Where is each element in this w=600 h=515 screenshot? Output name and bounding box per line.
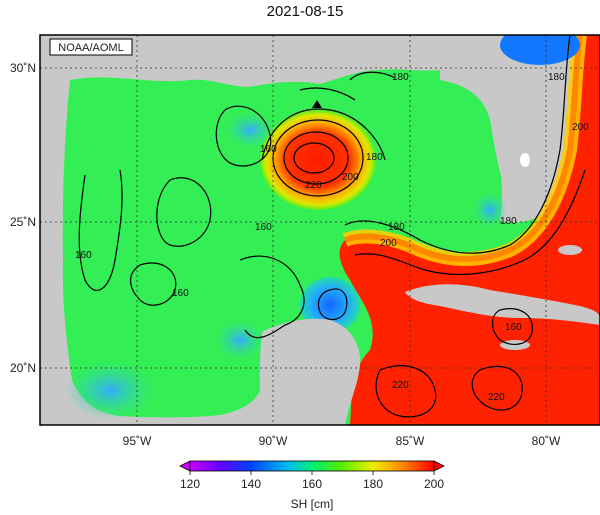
colorbar-min-arrow — [179, 460, 191, 472]
map-frame — [39, 34, 600, 426]
contour-label: 180 — [500, 216, 517, 227]
lon-tick: 85˚W — [396, 434, 425, 448]
cool-spot-yucatan — [215, 320, 265, 360]
contour-label: 160 — [172, 288, 189, 299]
yucatan-land — [259, 318, 361, 425]
contour-label: 200 — [342, 172, 359, 183]
cool-spot-north — [225, 112, 275, 148]
contour-label: 220 — [305, 180, 322, 191]
contour-label: 180 — [548, 72, 565, 83]
florida-land — [440, 68, 542, 217]
contour-lines — [78, 35, 586, 418]
credit-box — [49, 38, 133, 56]
lon-tick: 95˚W — [123, 434, 152, 448]
contour-label: 180 — [388, 222, 405, 233]
lake-okeechobee — [520, 153, 530, 167]
colorbar-tick: 140 — [241, 477, 261, 491]
gridlines — [40, 35, 600, 425]
contour-label: 160 — [260, 144, 277, 155]
contour-label: 160 — [505, 322, 522, 333]
colorbar-label: SH [cm] — [291, 497, 334, 511]
lon-tick-labels: 95˚W 90˚W 85˚W 80˚W — [123, 434, 561, 448]
cool-spot-florida — [472, 192, 508, 228]
contour-label: 200 — [572, 122, 589, 133]
colorbar-tick: 160 — [302, 477, 322, 491]
lat-tick-labels: 30˚N 25˚N 20˚N — [10, 61, 36, 375]
contour-label: 180 — [392, 72, 409, 83]
cuba-land — [405, 284, 600, 325]
contour-label: 200 — [380, 238, 397, 249]
colorbar-max-arrow — [433, 460, 445, 472]
contour-label: 220 — [488, 392, 505, 403]
bahamas-land — [558, 245, 582, 255]
colorbar: 120 140 160 180 200 SH [cm] — [179, 460, 445, 511]
contour-label: 160 — [255, 222, 272, 233]
lat-tick: 25˚N — [10, 215, 36, 229]
colorbar-tick: 200 — [424, 477, 444, 491]
colorbar-ramp — [189, 460, 435, 472]
lat-tick: 20˚N — [10, 361, 36, 375]
map-area: 160 160 160 160 180 180 180 180 200 200 … — [40, 35, 600, 425]
colorbar-tick: 180 — [363, 477, 383, 491]
contour-label: 160 — [75, 250, 92, 261]
credit-label: NOAA/AOML — [58, 42, 123, 54]
lon-tick: 90˚W — [259, 434, 288, 448]
atlantic-cool-spot — [500, 35, 580, 65]
contour-label: 180 — [366, 152, 383, 163]
station-marker-icon — [312, 100, 322, 108]
loop-current-core — [343, 35, 583, 262]
warm-core-eddy — [260, 110, 376, 210]
caribbean-warm-region — [339, 35, 600, 425]
contour-label-group: 160 160 160 160 180 180 180 180 200 200 … — [75, 72, 589, 403]
contour-label: 220 — [392, 380, 409, 391]
lon-tick: 80˚W — [532, 434, 561, 448]
cool-spot-campeche — [65, 360, 155, 420]
lat-tick: 30˚N — [10, 61, 36, 75]
map-title: 2021-08-15 — [267, 3, 344, 20]
colorbar-tick: 120 — [180, 477, 200, 491]
